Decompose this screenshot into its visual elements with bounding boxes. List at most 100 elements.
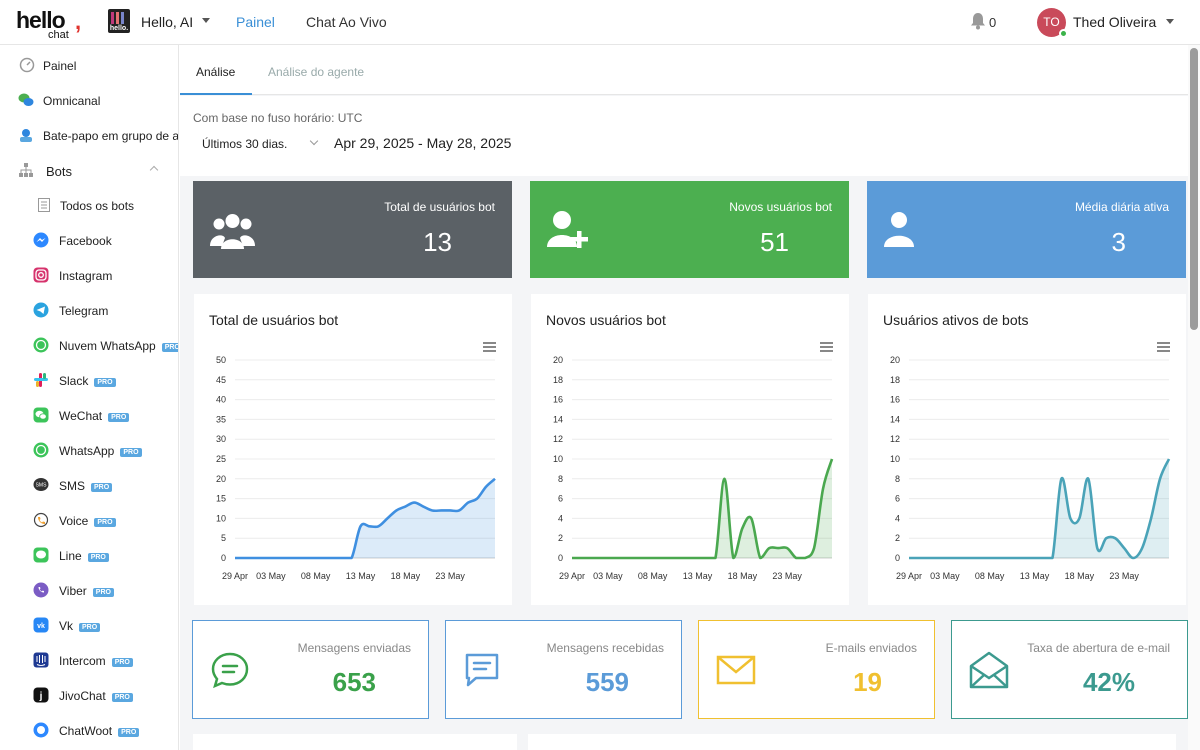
wechat-icon bbox=[33, 407, 49, 423]
tab-analise[interactable]: Análise bbox=[196, 65, 236, 79]
chatwoot-icon bbox=[33, 722, 49, 738]
sidebar-item-label: Omnicanal bbox=[43, 94, 101, 108]
y-tick-label: 8 bbox=[558, 474, 563, 484]
stat-card-daily-active: Média diária ativa 3 bbox=[867, 181, 1186, 278]
logo-main-text: hello bbox=[16, 7, 66, 33]
stat-title: Novos usuários bot bbox=[729, 200, 832, 214]
sidebar-item-line[interactable]: Line PRO bbox=[0, 537, 178, 572]
logo-sub-text: chat bbox=[48, 29, 69, 41]
chart-title: Usuários ativos de bots bbox=[883, 312, 1029, 328]
workspace-selector[interactable]: Hello, AI bbox=[141, 14, 194, 30]
chat-bubbles-icon bbox=[18, 93, 34, 106]
sidebar-item-vk[interactable]: vk Vk PRO bbox=[0, 607, 178, 642]
user-plus-icon bbox=[547, 211, 588, 248]
sidebar-item-facebook[interactable]: Facebook bbox=[0, 222, 178, 257]
chart-card-new-bot-users: Novos usuários bot 0 2 4 6 8 10 12 14 16 18 20 29 A… bbox=[531, 294, 849, 605]
y-tick-label: 2 bbox=[895, 533, 900, 543]
tab-analise-do-agente[interactable]: Análise do agente bbox=[268, 65, 365, 79]
sidebar-item-nuvem-whatsapp[interactable]: Nuvem WhatsApp PRO bbox=[0, 327, 178, 362]
main-content: Análise Análise do agente Com base no fu… bbox=[180, 45, 1188, 750]
sidebar-item-instagram[interactable]: Instagram bbox=[0, 257, 178, 292]
area-fill bbox=[235, 478, 495, 558]
x-tick-label: 03 May bbox=[930, 571, 960, 581]
stat-value: 13 bbox=[423, 227, 452, 257]
active-tab-indicator bbox=[180, 93, 252, 95]
kpi-title: Mensagens enviadas bbox=[297, 641, 411, 655]
y-tick-label: 15 bbox=[216, 494, 226, 504]
y-tick-label: 14 bbox=[890, 414, 900, 424]
sidebar-item-sms[interactable]: SMS SMS PRO bbox=[0, 467, 178, 502]
y-tick-label: 10 bbox=[216, 513, 226, 523]
line-icon bbox=[33, 547, 49, 563]
sidebar-item-painel[interactable]: Painel bbox=[0, 47, 178, 82]
sidebar-item-whatsapp[interactable]: WhatsApp PRO bbox=[0, 432, 178, 467]
sidebar-item-intercom[interactable]: Intercom PRO bbox=[0, 642, 178, 677]
pro-badge: PRO bbox=[161, 343, 178, 352]
chevron-up-icon[interactable] bbox=[149, 165, 159, 175]
sidebar-item-label: Vk PRO bbox=[59, 619, 101, 633]
sidebar-item-label: WeChat PRO bbox=[59, 409, 130, 423]
y-tick-label: 0 bbox=[895, 553, 900, 563]
sidebar-item-label: ChatWoot PRO bbox=[59, 724, 140, 738]
y-tick-label: 45 bbox=[216, 375, 226, 385]
date-range-picker[interactable]: Apr 29, 2025 - May 28, 2025 bbox=[334, 135, 512, 151]
y-tick-label: 10 bbox=[553, 454, 563, 464]
kpi-card-messages-received: Mensagens recebidas 559 bbox=[445, 620, 682, 719]
series-line bbox=[235, 477, 496, 560]
sidebar-item-viber[interactable]: Viber PRO bbox=[0, 572, 178, 607]
pro-badge: PRO bbox=[111, 693, 133, 702]
scrollbar-thumb[interactable] bbox=[1190, 48, 1198, 330]
hamburger-menu-icon[interactable] bbox=[483, 342, 496, 352]
chart-title: Novos usuários bot bbox=[546, 312, 666, 328]
y-tick-label: 8 bbox=[895, 474, 900, 484]
sidebar-item-bots[interactable]: Bots bbox=[0, 152, 178, 187]
agent-group-icon bbox=[20, 129, 32, 142]
jivochat-icon: j bbox=[33, 687, 49, 703]
sidebar-item-slack[interactable]: Slack PRO bbox=[0, 362, 178, 397]
y-tick-label: 16 bbox=[890, 395, 900, 405]
sidebar-item-jivochat[interactable]: j JivoChat PRO bbox=[0, 677, 178, 712]
sidebar-item-label: Nuvem WhatsApp PRO bbox=[59, 339, 178, 353]
sidebar-item-todos-os-bots[interactable]: Todos os bots bbox=[0, 187, 178, 222]
chevron-down-icon[interactable] bbox=[309, 136, 319, 146]
sidebar-item-telegram[interactable]: Telegram bbox=[0, 292, 178, 327]
user-icon bbox=[884, 212, 914, 247]
whatsapp-icon bbox=[33, 442, 49, 458]
sidebar-item-voice[interactable]: Voice PRO bbox=[0, 502, 178, 537]
stat-value: 51 bbox=[760, 227, 789, 257]
caret-down-icon[interactable] bbox=[1166, 19, 1174, 24]
stat-title: Média diária ativa bbox=[1074, 200, 1169, 214]
sidebar-item-label: WhatsApp PRO bbox=[59, 444, 142, 458]
user-menu[interactable]: Thed Oliveira bbox=[1073, 14, 1157, 30]
stat-card-new-bot-users: Novos usuários bot 51 bbox=[530, 181, 849, 278]
pro-badge: PRO bbox=[120, 448, 142, 457]
analytics-tabs: Análise Análise do agente bbox=[180, 45, 1188, 95]
x-tick-label: 03 May bbox=[256, 571, 286, 581]
hamburger-menu-icon[interactable] bbox=[820, 342, 833, 352]
chart-card-active-bot-users: Usuários ativos de bots 0 2 4 6 8 10 12 14 16 18 2… bbox=[868, 294, 1186, 605]
y-tick-label: 12 bbox=[553, 434, 563, 444]
sidebar-item-wechat[interactable]: WeChat PRO bbox=[0, 397, 178, 432]
sidebar-item-label: Facebook bbox=[59, 234, 112, 248]
y-tick-label: 0 bbox=[221, 553, 226, 563]
sidebar-item-label: Intercom PRO bbox=[59, 654, 133, 668]
message-lines-icon bbox=[465, 653, 499, 687]
sidebar: Painel Omnicanal Bate-papo em grupo de a… bbox=[0, 45, 179, 750]
range-select[interactable]: Últimos 30 dias. bbox=[202, 137, 288, 151]
hamburger-menu-icon[interactable] bbox=[1157, 342, 1170, 352]
sidebar-item-label: Line PRO bbox=[59, 549, 109, 563]
sidebar-item-omnicanal[interactable]: Omnicanal bbox=[0, 82, 178, 117]
bell-icon[interactable] bbox=[970, 12, 986, 30]
caret-down-icon[interactable] bbox=[202, 18, 210, 23]
viber-icon bbox=[33, 582, 49, 598]
svg-text:j: j bbox=[39, 691, 43, 702]
nav-chat-ao-vivo[interactable]: Chat Ao Vivo bbox=[306, 14, 387, 30]
hello-chat-logo[interactable]: hello , chat bbox=[16, 7, 86, 41]
bottom-card bbox=[528, 734, 1176, 750]
series-line bbox=[909, 458, 1171, 560]
sidebar-item-agent-group-chat[interactable]: Bate-papo em grupo de agentes bbox=[0, 117, 178, 152]
nav-painel[interactable]: Painel bbox=[236, 14, 275, 30]
workspace-logo-icon[interactable]: hello. bbox=[108, 9, 130, 33]
chart-card-total-bot-users: Total de usuários bot 0 5 10 15 20 25 30 35 40 45… bbox=[194, 294, 512, 605]
sidebar-item-chatwoot[interactable]: ChatWoot PRO bbox=[0, 712, 178, 747]
